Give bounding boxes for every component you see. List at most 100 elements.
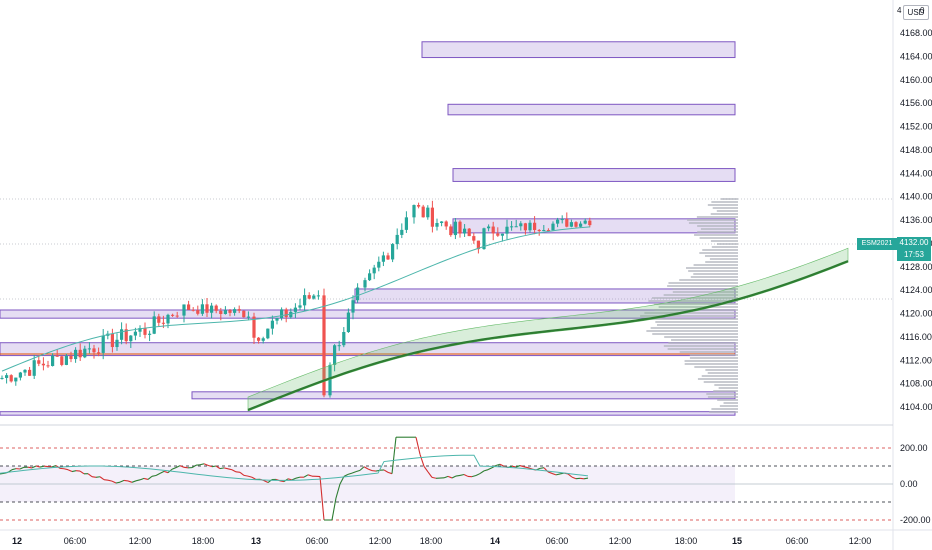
candle-body [412,205,416,218]
volume-profile-bar [684,360,738,362]
price-signal-line [1,226,591,372]
candle-body [404,217,408,230]
candle-body [537,229,541,232]
price-tick-label: 4160.00 [900,75,932,85]
oscillator-line [111,480,117,484]
oscillator-line [139,477,145,481]
zone-box-2 [452,168,736,182]
ma-band [247,247,849,412]
candle-body [97,352,101,354]
volume-profile-bar [707,396,738,398]
candle-body [166,314,170,324]
candle-body [377,261,381,268]
volume-profile-bar [711,246,738,248]
last-price: 4132.00 [899,238,929,247]
oscillator-line [415,437,421,455]
time-tick-label: 12:00 [609,536,632,546]
candle-body [453,221,457,236]
candle-body [322,295,326,396]
candle-body [200,304,204,314]
candle-body [161,322,165,324]
oscillator-line [107,479,113,482]
volume-profile-bar [704,255,738,257]
candle-body [152,316,156,334]
oscillator-line [571,476,577,480]
candle-body [110,333,114,348]
volume-profile-bar [663,345,738,347]
oscillator-line [263,480,269,484]
candle-body [280,309,284,319]
oscillator-line [351,471,357,474]
candle-body [426,207,430,218]
candle-body [505,226,509,234]
volume-profile-bar [707,204,738,206]
candle-body [386,255,390,260]
candle-body [356,287,360,301]
candle-body [148,333,152,335]
volume-profile-bar [650,327,738,329]
candle-body [579,223,583,227]
zone-box-5 [0,309,736,319]
oscillator-line [319,476,325,521]
oscillator-line [499,463,505,467]
volume-profile-bar [696,216,738,218]
volume-profile-bar [679,351,738,353]
volume-profile-bar [644,312,738,314]
oscillator-line [483,469,489,472]
volume-profile-bar [714,384,738,386]
oscillator-line [387,471,393,475]
oscillator-line [471,474,477,478]
volume-profile-bar [694,234,738,236]
volume-profile-bar [668,282,738,284]
candle-body [133,331,137,336]
zone-box-8 [0,411,736,416]
oscillator-line [567,473,573,478]
candle-body [569,222,573,227]
volume-profile-bar [664,336,738,338]
volume-profile-bar [709,258,738,260]
candle-body [115,339,119,348]
time-tick-label: 06:00 [546,536,569,546]
volume-profile-bar [709,411,738,413]
volume-profile-bar [658,306,738,308]
candle-body [233,309,237,313]
oscillator-line [583,477,589,480]
candle-body [303,295,307,306]
oscillator-line [19,466,25,470]
oscillator-line [39,465,45,468]
oscillator-line [551,472,557,476]
candle-body [333,345,337,365]
oscillator-line [343,473,349,477]
volume-profile-bar [679,279,738,281]
time-tick-label: 12:00 [849,536,872,546]
oscillator-line [27,466,33,469]
volume-profile-bar [719,405,738,407]
oscillator-line [515,465,521,468]
oscillator-line [127,480,133,483]
candle-body [64,355,68,365]
price-tick-label: 4152.00 [900,122,932,132]
candle-body [143,328,147,335]
candle-body [157,316,161,323]
volume-profile-bar [705,369,738,371]
volume-profile-bar [707,372,738,374]
volume-profile-bar [672,288,738,290]
oscillator-line [355,469,361,473]
oscillator-line [215,465,221,470]
oscillator-line [231,469,237,473]
oscillator-line [331,497,337,521]
candle-body [351,300,355,313]
oscillator-line [143,477,149,480]
oscillator-line [391,437,397,474]
candle-body [342,332,346,346]
volume-profile-bar [689,354,738,356]
oscillator-line [579,477,585,480]
oscillator-line [207,464,213,468]
volume-profile-bar [651,297,738,299]
price-tick-label: 4112.00 [900,355,932,365]
candle-body [246,316,250,318]
oscillator-line [251,476,257,480]
currency-button[interactable]: USD [903,5,929,20]
oscillator-line [211,465,217,468]
